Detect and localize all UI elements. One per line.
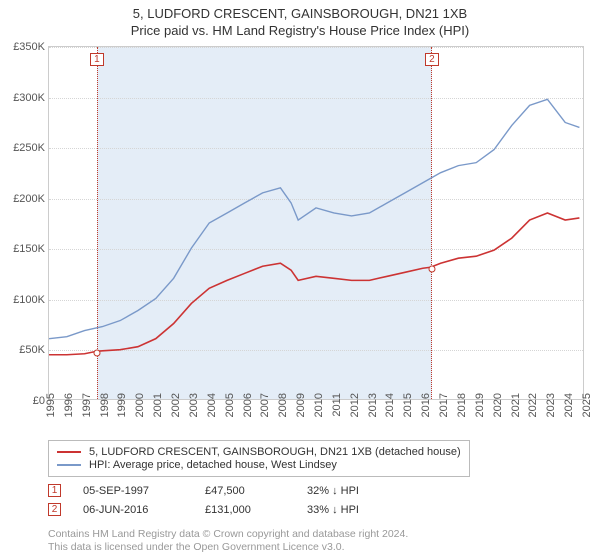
event-row: 1 05-SEP-1997 £47,500 32% ↓ HPI — [48, 484, 359, 497]
y-axis-label: £50K — [1, 344, 45, 356]
attribution-line: Contains HM Land Registry data © Crown c… — [48, 528, 408, 541]
event-row: 2 06-JUN-2016 £131,000 33% ↓ HPI — [48, 503, 359, 516]
gridline — [49, 199, 583, 200]
x-axis-label: 2013 — [367, 393, 379, 417]
y-axis-label: £0 — [1, 395, 45, 407]
legend-label: 5, LUDFORD CRESCENT, GAINSBOROUGH, DN21 … — [89, 446, 461, 458]
legend-item: 5, LUDFORD CRESCENT, GAINSBOROUGH, DN21 … — [57, 446, 461, 458]
x-axis-label: 1996 — [63, 393, 75, 417]
gridline — [49, 98, 583, 99]
x-axis-label: 2019 — [474, 393, 486, 417]
event-date: 06-JUN-2016 — [83, 504, 183, 516]
x-axis-label: 2012 — [349, 393, 361, 417]
x-axis-label: 2000 — [134, 393, 146, 417]
gridline — [49, 47, 583, 48]
legend-swatch — [57, 451, 81, 453]
y-axis-label: £150K — [1, 243, 45, 255]
gridline — [49, 350, 583, 351]
events-table: 1 05-SEP-1997 £47,500 32% ↓ HPI 2 06-JUN… — [48, 484, 359, 522]
chart-title: 5, LUDFORD CRESCENT, GAINSBOROUGH, DN21 … — [0, 0, 600, 38]
x-axis-label: 2007 — [259, 393, 271, 417]
x-axis-label: 1998 — [99, 393, 111, 417]
attribution-line: This data is licensed under the Open Gov… — [48, 541, 408, 554]
x-axis-label: 2024 — [563, 393, 575, 417]
x-axis-label: 2014 — [384, 393, 396, 417]
x-axis-label: 2023 — [545, 393, 557, 417]
event-delta: 33% ↓ HPI — [307, 504, 359, 516]
x-axis-label: 2010 — [313, 393, 325, 417]
x-axis-label: 2025 — [581, 393, 593, 417]
attribution: Contains HM Land Registry data © Crown c… — [48, 528, 408, 554]
y-axis-label: £100K — [1, 294, 45, 306]
legend: 5, LUDFORD CRESCENT, GAINSBOROUGH, DN21 … — [48, 440, 470, 477]
sale-marker-label: 1 — [90, 53, 104, 66]
x-axis-label: 2016 — [420, 393, 432, 417]
sale-marker-label: 2 — [425, 53, 439, 66]
title-line-1: 5, LUDFORD CRESCENT, GAINSBOROUGH, DN21 … — [0, 6, 600, 21]
event-price: £47,500 — [205, 485, 285, 497]
x-axis-label: 2006 — [242, 393, 254, 417]
x-axis-label: 2021 — [510, 393, 522, 417]
y-axis-label: £250K — [1, 142, 45, 154]
y-axis-label: £200K — [1, 193, 45, 205]
x-axis-label: 2009 — [295, 393, 307, 417]
x-axis-label: 2015 — [402, 393, 414, 417]
x-axis-label: 1997 — [81, 393, 93, 417]
sale-point — [428, 265, 435, 272]
x-axis-label: 2004 — [206, 393, 218, 417]
x-axis-label: 2002 — [170, 393, 182, 417]
event-marker: 1 — [48, 484, 61, 497]
x-axis-label: 2003 — [188, 393, 200, 417]
x-axis-label: 2011 — [331, 393, 343, 417]
legend-item: HPI: Average price, detached house, West… — [57, 459, 461, 471]
x-axis-label: 1995 — [45, 393, 57, 417]
x-axis-label: 2018 — [456, 393, 468, 417]
event-date: 05-SEP-1997 — [83, 485, 183, 497]
x-axis-label: 2017 — [438, 393, 450, 417]
x-axis-label: 2001 — [152, 393, 164, 417]
legend-swatch — [57, 464, 81, 466]
chart-plot-area: £0£50K£100K£150K£200K£250K£300K£350K1995… — [48, 46, 584, 400]
legend-label: HPI: Average price, detached house, West… — [89, 459, 337, 471]
gridline — [49, 249, 583, 250]
sale-point — [93, 349, 100, 356]
event-marker: 2 — [48, 503, 61, 516]
title-line-2: Price paid vs. HM Land Registry's House … — [0, 23, 600, 38]
y-axis-label: £350K — [1, 41, 45, 53]
x-axis-label: 2020 — [492, 393, 504, 417]
highlight-band — [97, 47, 432, 399]
gridline — [49, 300, 583, 301]
x-axis-label: 2005 — [224, 393, 236, 417]
event-price: £131,000 — [205, 504, 285, 516]
x-axis-label: 2008 — [277, 393, 289, 417]
x-axis-label: 2022 — [527, 393, 539, 417]
y-axis-label: £300K — [1, 92, 45, 104]
event-delta: 32% ↓ HPI — [307, 485, 359, 497]
x-axis-label: 1999 — [116, 393, 128, 417]
gridline — [49, 148, 583, 149]
